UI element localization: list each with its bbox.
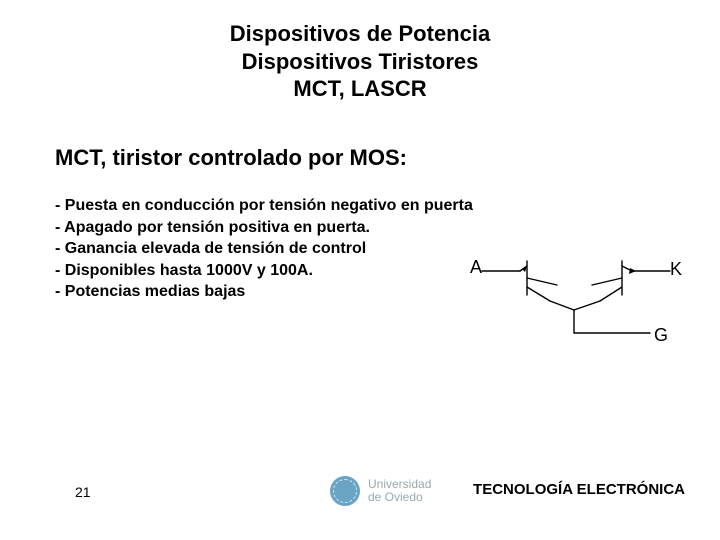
terminal-cathode-label: K — [670, 259, 682, 280]
section-heading: MCT, tiristor controlado por MOS: — [55, 145, 407, 171]
university-seal-icon — [330, 476, 360, 506]
slide: Dispositivos de Potencia Dispositivos Ti… — [0, 0, 720, 540]
page-number: 21 — [75, 484, 91, 500]
title-line-3: MCT, LASCR — [0, 75, 720, 103]
slide-title: Dispositivos de Potencia Dispositivos Ti… — [0, 0, 720, 103]
university-name: Universidad de Oviedo — [368, 478, 431, 504]
bullet-item: - Ganancia elevada de tensión de control — [55, 238, 473, 260]
course-name: TECNOLOGÍA ELECTRÓNICA — [473, 481, 685, 498]
university-logo: Universidad de Oviedo — [330, 476, 431, 506]
terminal-gate-label: G — [654, 325, 668, 346]
bullet-item: - Disponibles hasta 1000V y 100A. — [55, 260, 473, 282]
bullet-item: - Puesta en conducción por tensión negat… — [55, 195, 473, 217]
university-line-2: de Oviedo — [368, 491, 431, 504]
terminal-anode-label: A — [470, 257, 482, 278]
bullet-list: - Puesta en conducción por tensión negat… — [55, 195, 473, 303]
title-line-1: Dispositivos de Potencia — [0, 20, 720, 48]
bullet-item: - Apagado por tensión positiva en puerta… — [55, 217, 473, 239]
mct-circuit-diagram: A K G — [472, 255, 682, 365]
title-line-2: Dispositivos Tiristores — [0, 48, 720, 76]
bullet-item: - Potencias medias bajas — [55, 281, 473, 303]
circuit-svg — [472, 255, 682, 365]
